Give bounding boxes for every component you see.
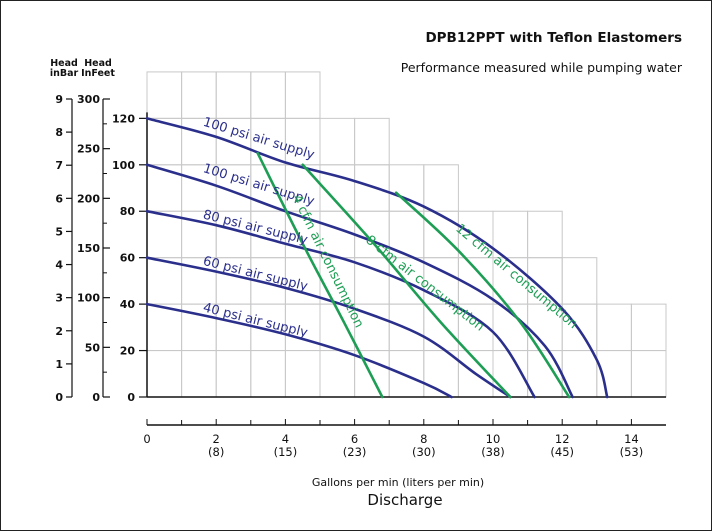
x-tick-gpm: 2 bbox=[213, 432, 220, 446]
chart-subtitle: Performance measured while pumping water bbox=[401, 60, 683, 75]
x-tick-gpm: 10 bbox=[486, 432, 501, 446]
x-tick-lpm: (45) bbox=[550, 445, 574, 459]
y-tick-feet-label: 100 bbox=[77, 292, 100, 305]
y-tick-feet-label: 50 bbox=[85, 341, 101, 354]
grid-cell bbox=[596, 303, 632, 352]
pressure-curve-3 bbox=[145, 256, 512, 399]
y-tick-psi-label: 120 bbox=[112, 112, 135, 125]
y-tick-psi-label: 40 bbox=[120, 298, 136, 311]
x-tick-lpm: (30) bbox=[412, 445, 436, 459]
grid-cell bbox=[146, 71, 183, 119]
grid-cell bbox=[630, 303, 667, 352]
grid-cell bbox=[284, 71, 321, 119]
grid-cell bbox=[630, 350, 667, 398]
y-axis-feet-header-2: InFeet bbox=[81, 68, 115, 79]
x-axis-label-discharge: Discharge bbox=[367, 491, 442, 509]
pressure-curve-0 bbox=[145, 117, 609, 399]
y-tick-feet-label: 0 bbox=[92, 391, 100, 404]
air-consumption-curve-7 bbox=[394, 191, 571, 399]
y-axis-bar-header-1: Head bbox=[50, 58, 78, 69]
curve-label-4: 40 psi air supply bbox=[201, 300, 309, 341]
chart-title: DPB12PPT with Teflon Elastomers bbox=[425, 30, 682, 46]
pressure-curve-4 bbox=[145, 302, 453, 399]
y-tick-bar-label: 3 bbox=[55, 292, 63, 305]
x-tick-lpm: (15) bbox=[274, 445, 298, 459]
grid-cell bbox=[561, 350, 598, 398]
grid-cell bbox=[319, 117, 356, 166]
air-consumption-curve-6 bbox=[301, 163, 512, 399]
grid-cell bbox=[181, 350, 217, 398]
x-tick-lpm: (38) bbox=[481, 445, 505, 459]
grid-cell bbox=[561, 257, 598, 305]
y-tick-bar-label: 6 bbox=[55, 192, 63, 205]
x-tick-gpm: 8 bbox=[420, 432, 427, 446]
x-axis-label: Gallons per min (liters per min) bbox=[312, 476, 484, 489]
x-tick-gpm: 12 bbox=[555, 432, 570, 446]
curve-label-3: 60 psi air supply bbox=[201, 254, 309, 295]
grid-cell bbox=[250, 350, 286, 398]
grid-cell bbox=[354, 117, 390, 166]
y-tick-bar-label: 4 bbox=[55, 259, 63, 272]
x-tick-gpm: 14 bbox=[624, 432, 639, 446]
grid-cell bbox=[284, 350, 321, 398]
y-tick-bar-label: 0 bbox=[55, 391, 63, 404]
y-tick-psi-label: 100 bbox=[112, 159, 135, 172]
y-tick-bar-label: 2 bbox=[55, 325, 63, 338]
y-tick-bar-label: 9 bbox=[55, 93, 63, 106]
x-tick-lpm: (23) bbox=[343, 445, 367, 459]
grid-cell bbox=[354, 164, 390, 212]
grid-cell bbox=[319, 350, 356, 398]
grid-cell bbox=[527, 210, 563, 259]
y-tick-psi-label: 0 bbox=[127, 391, 135, 404]
x-tick-lpm: (53) bbox=[620, 445, 644, 459]
air-consumption-curve-5 bbox=[256, 151, 384, 399]
grid-cell bbox=[181, 71, 217, 119]
x-tick-gpm: 0 bbox=[143, 432, 150, 446]
grid-cell bbox=[146, 164, 183, 212]
y-tick-bar-label: 1 bbox=[55, 358, 63, 371]
y-tick-feet-label: 250 bbox=[77, 143, 100, 156]
y-tick-feet-label: 200 bbox=[77, 192, 100, 205]
y-tick-bar-label: 8 bbox=[55, 126, 63, 139]
y-tick-feet-label: 300 bbox=[77, 93, 100, 106]
y-tick-psi-label: 80 bbox=[120, 205, 136, 218]
grid-cell bbox=[215, 71, 252, 119]
y-axis-feet-header-1: Head bbox=[84, 58, 112, 69]
grid-cell bbox=[423, 164, 459, 212]
series-layer bbox=[145, 117, 609, 399]
x-tick-gpm: 4 bbox=[282, 432, 289, 446]
grid-cell bbox=[250, 71, 286, 119]
pressure-curve-1 bbox=[145, 163, 574, 399]
y-tick-bar-label: 7 bbox=[55, 159, 63, 172]
grid-cell bbox=[388, 350, 425, 398]
y-tick-psi-label: 60 bbox=[120, 252, 136, 265]
x-tick-lpm: (8) bbox=[208, 445, 224, 459]
y-axis-bar-header-2: inBar bbox=[50, 68, 79, 79]
y-tick-bar-label: 5 bbox=[55, 225, 63, 238]
grid-cell bbox=[215, 350, 252, 398]
x-tick-gpm: 6 bbox=[351, 432, 358, 446]
pressure-curve-2 bbox=[145, 209, 536, 399]
grid-cell bbox=[146, 350, 183, 398]
y-tick-psi-label: 20 bbox=[120, 345, 136, 358]
y-tick-feet-label: 150 bbox=[77, 242, 100, 255]
